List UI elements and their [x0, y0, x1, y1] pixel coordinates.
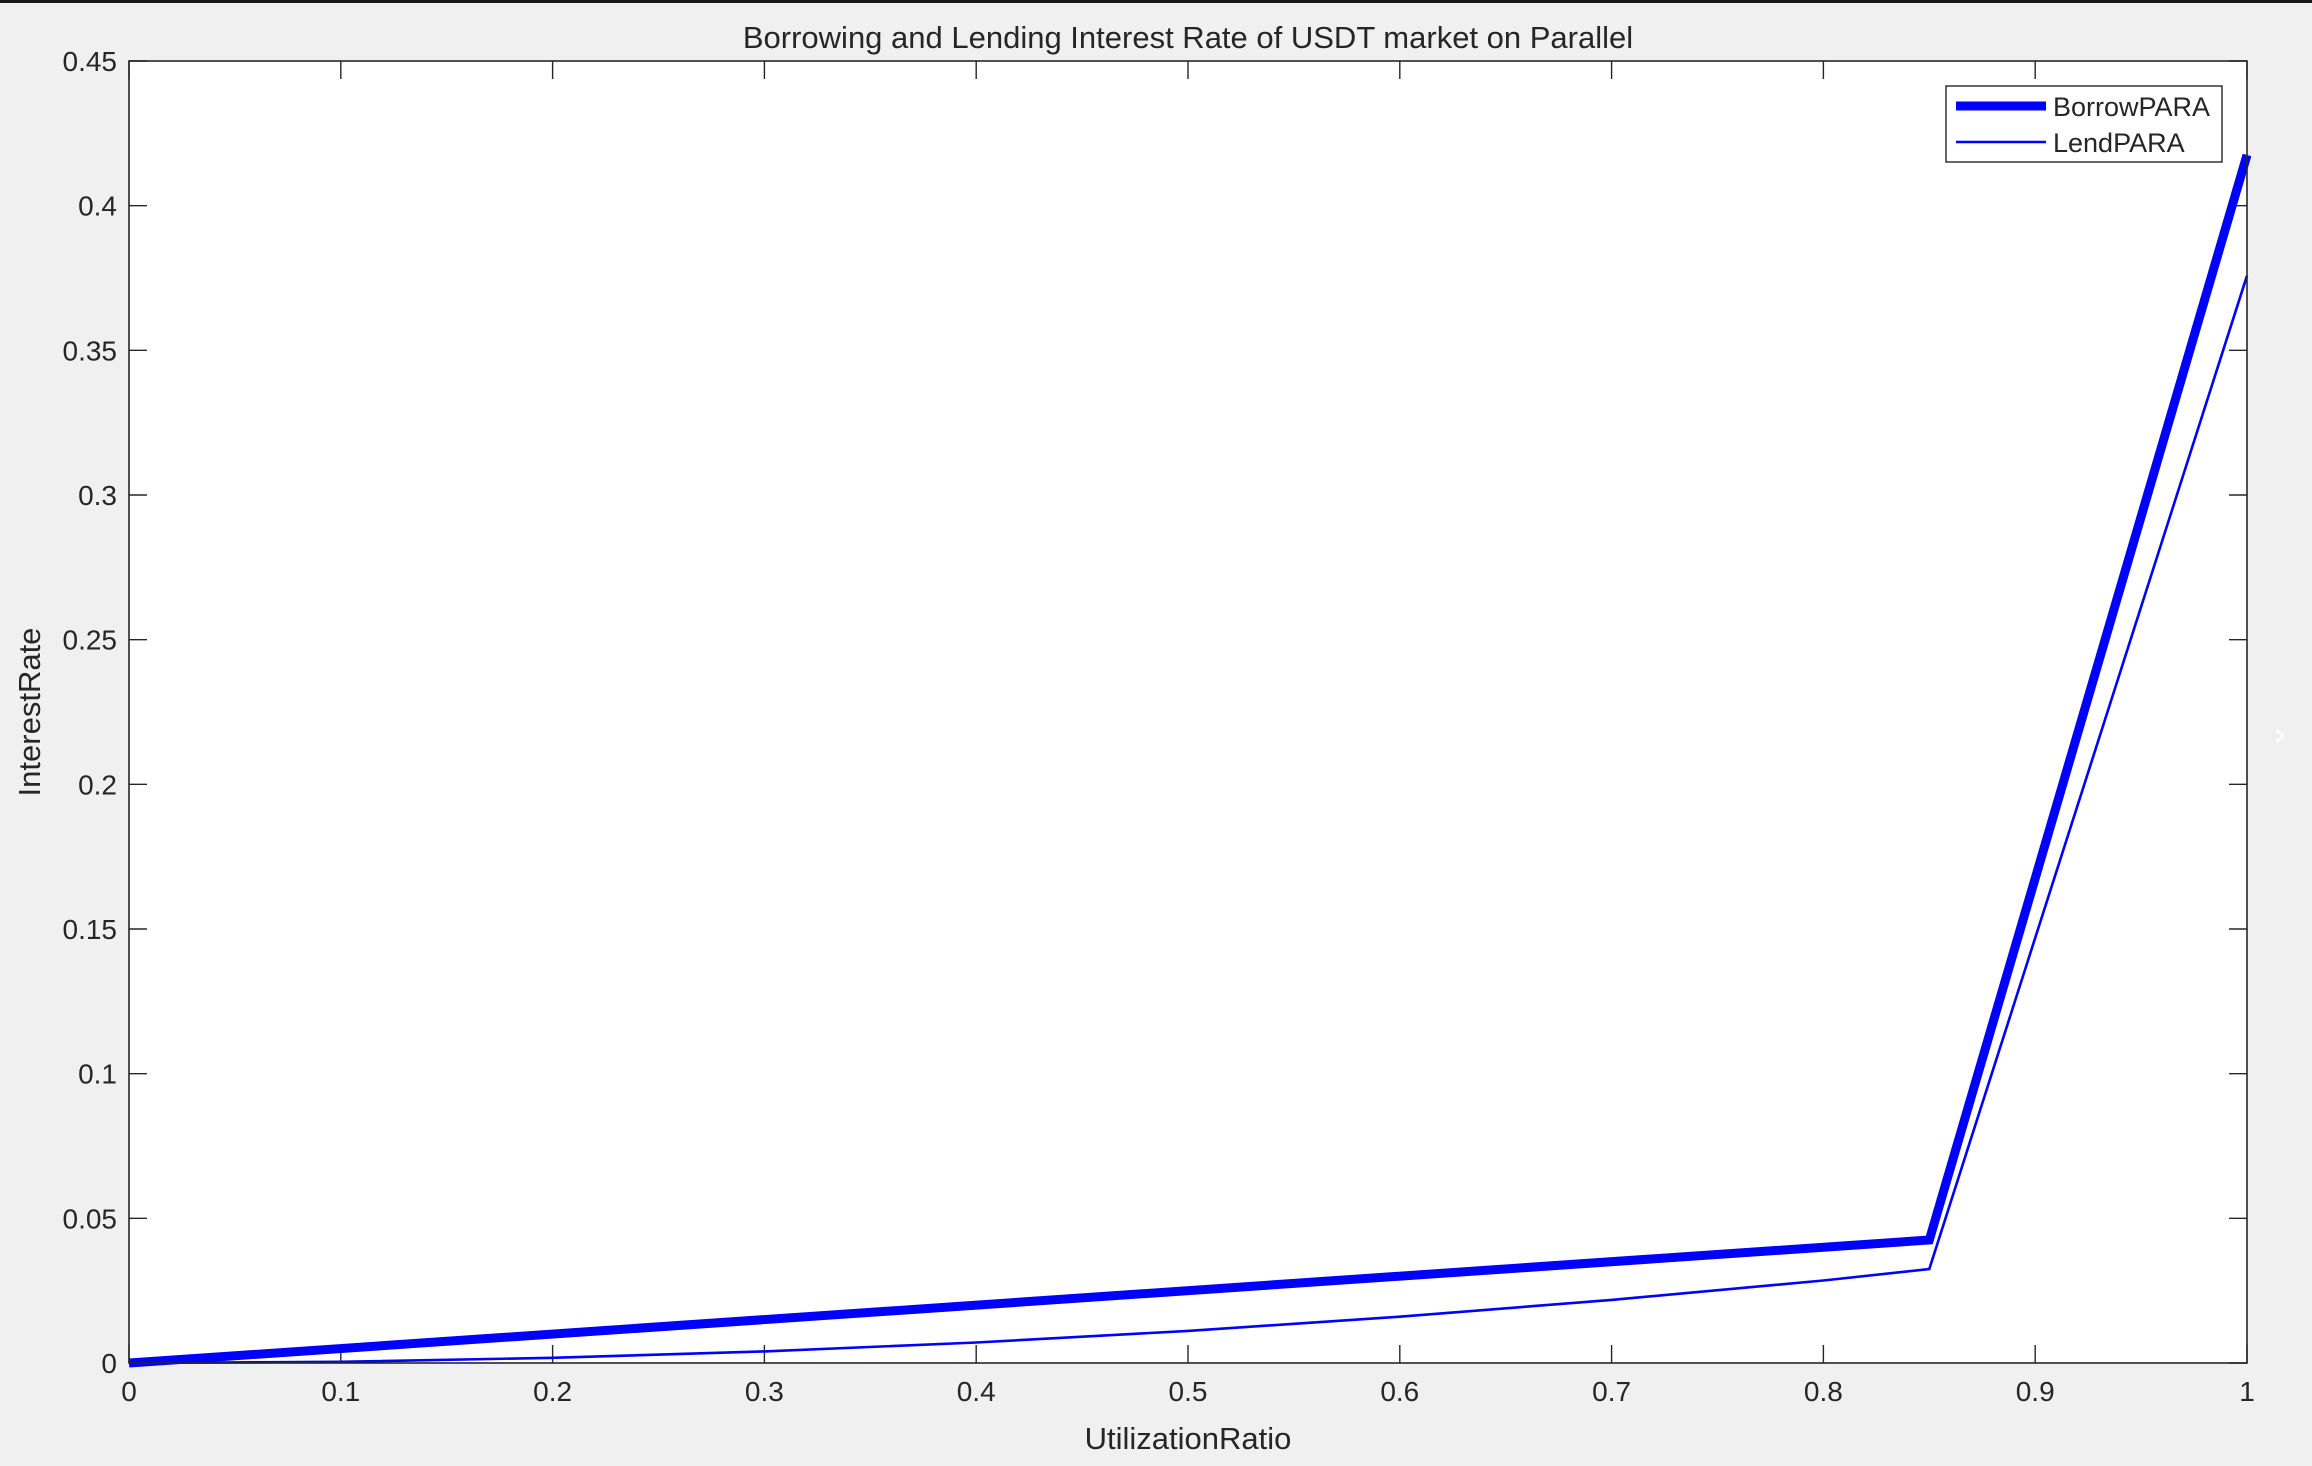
- x-tick-label: 0.6: [1380, 1376, 1419, 1407]
- plot-frame: [128, 60, 2248, 1364]
- x-tick-label: 0.8: [1804, 1376, 1843, 1407]
- x-tick-label: 0.3: [745, 1376, 784, 1407]
- chart-title: Borrowing and Lending Interest Rate of U…: [743, 20, 1633, 55]
- y-tick-label: 0.35: [63, 335, 118, 366]
- x-tick-label: 0: [121, 1376, 137, 1407]
- plot-area: [129, 61, 2247, 1363]
- y-tick-label: 0.45: [63, 46, 118, 77]
- series-lines: [128, 153, 2252, 1368]
- y-tick-label: 0.3: [78, 480, 117, 511]
- y-tick-label: 0.25: [63, 625, 118, 656]
- window-top-border: [0, 0, 2312, 3]
- y-tick-label: 0.15: [63, 914, 118, 945]
- legend-label: BorrowPARA: [2053, 92, 2210, 122]
- y-tick-label: 0: [101, 1348, 117, 1379]
- series-line-borrowpara: [128, 153, 2252, 1368]
- y-tick-label: 0.2: [78, 769, 117, 800]
- legend-label: LendPARA: [2053, 128, 2185, 158]
- x-tick-label: 0.1: [321, 1376, 360, 1407]
- x-tick-label: 0.5: [1169, 1376, 1208, 1407]
- chevron-right-icon[interactable]: ›: [2273, 715, 2287, 755]
- axes: 0 0.1 0.2 0.3 0.4 0.5 0.6 0.7 0.8 0.9 1 0 0.05 0.1 0.1…: [63, 46, 2255, 1407]
- y-tick-label: 0.1: [78, 1059, 117, 1090]
- y-tick-label: 0.4: [78, 191, 117, 222]
- x-tick-label: 0.2: [533, 1376, 572, 1407]
- legend: BorrowPARA LendPARA: [1945, 85, 2223, 163]
- series-line-lendpara: [128, 275, 2249, 1365]
- legend-box: [1945, 85, 2223, 163]
- x-tick-label: 0.9: [2016, 1376, 2055, 1407]
- y-tick-label: 0.05: [63, 1203, 118, 1234]
- x-tick-label: 0.4: [957, 1376, 996, 1407]
- x-axis-label: UtilizationRatio: [1085, 1421, 1292, 1456]
- x-tick-label: 1: [2239, 1376, 2255, 1407]
- x-tick-label: 0.7: [1592, 1376, 1631, 1407]
- y-axis-label: InterestRate: [12, 628, 47, 797]
